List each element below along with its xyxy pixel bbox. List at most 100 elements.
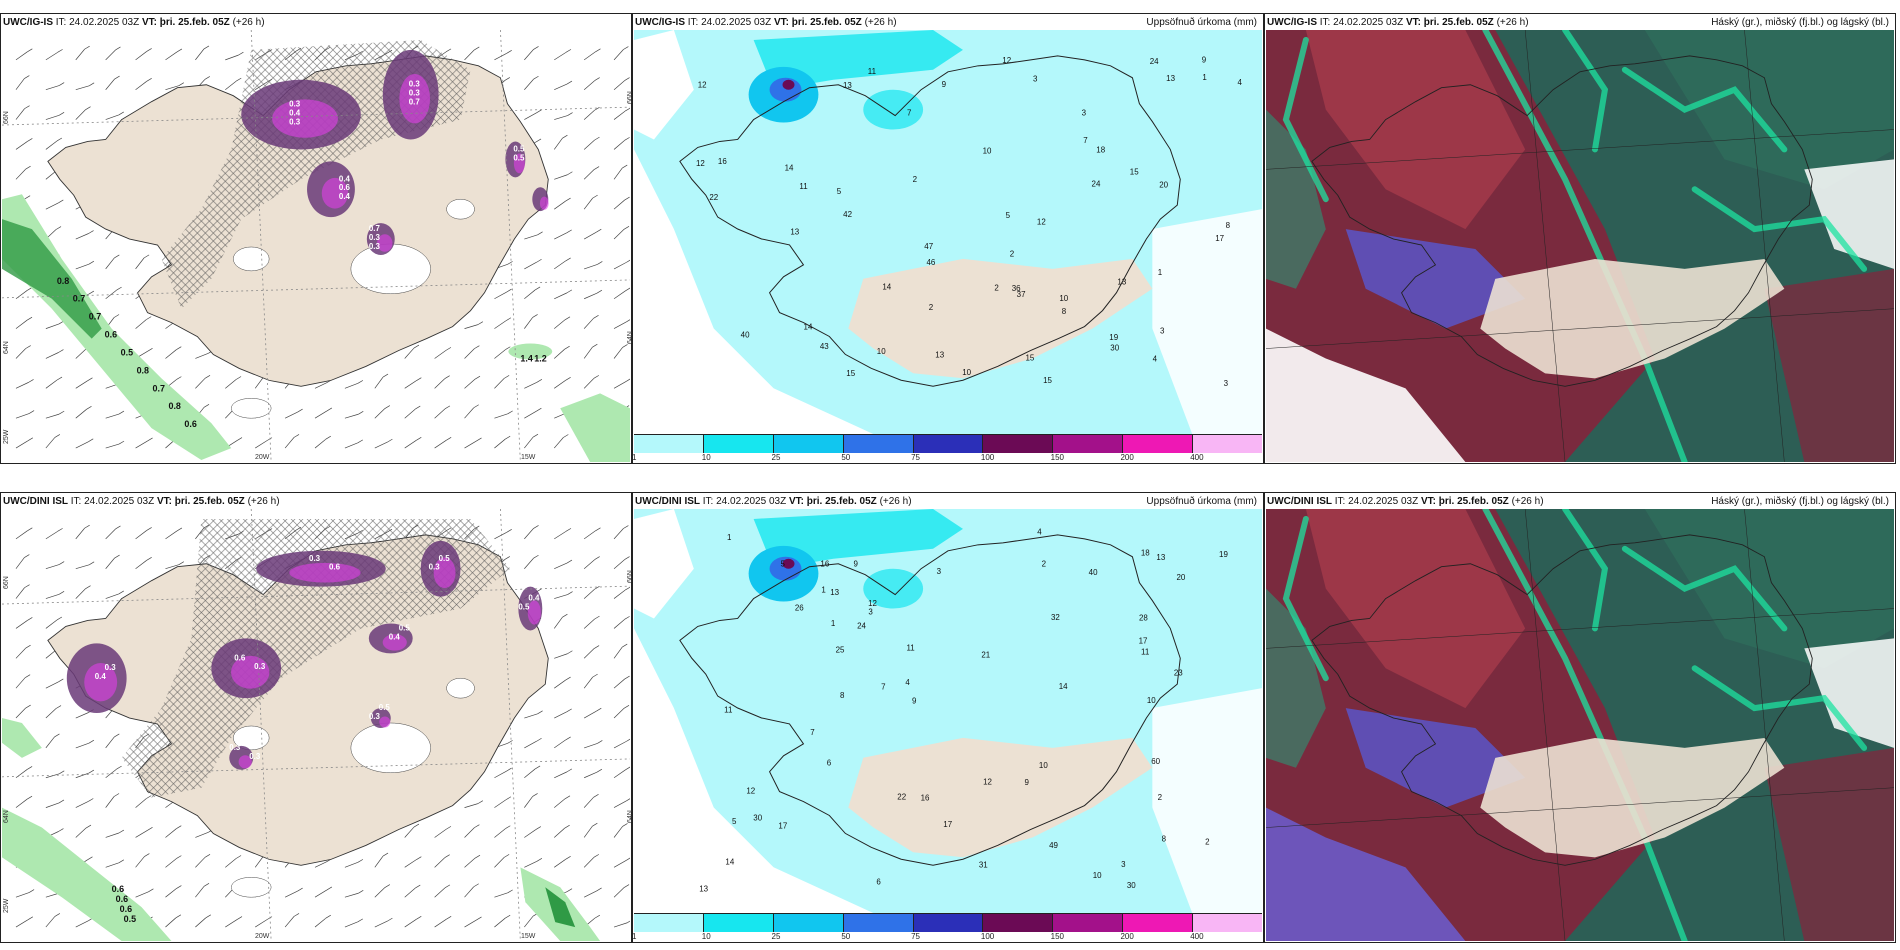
- wind-barb: [45, 349, 64, 359]
- wind-barb: [524, 258, 542, 270]
- value-label: 19: [1219, 550, 1228, 559]
- value-label: 0.3: [429, 563, 441, 572]
- wind-barb: [583, 228, 602, 240]
- value-label: 5: [732, 817, 737, 826]
- colorbar-tick: 400: [1190, 932, 1204, 941]
- it-value: 24.02.2025 03Z: [69, 17, 140, 28]
- panel-header: UWC/IG-IS IT: 24.02.2025 03Z VT: þri. 25…: [3, 17, 627, 28]
- value-label: 8: [1226, 221, 1231, 230]
- wind-barb: [494, 529, 512, 540]
- lead-time: (+26 h): [864, 17, 897, 28]
- wind-barb: [494, 889, 513, 898]
- value-label: 0.4: [339, 192, 351, 201]
- map-panel-precip-dini-isl: UWC/DINI ISL IT: 24.02.2025 03Z VT: þri.…: [627, 492, 1264, 943]
- wind-barb: [75, 798, 94, 808]
- value-label: 3: [937, 567, 942, 576]
- lat-label-upper: 66N: [3, 111, 10, 124]
- value-label: 1.4: [520, 353, 532, 363]
- value-label: 3: [1160, 326, 1165, 335]
- colorbar-ticks: 1 10 25 50 75 100 150 200 400: [632, 453, 1262, 463]
- wind-barb: [434, 916, 452, 928]
- wind-barb: [434, 826, 452, 838]
- wind-barb: [165, 527, 183, 540]
- wind-barb: [15, 704, 31, 719]
- wind-barb: [494, 346, 511, 359]
- value-label: 2: [994, 283, 999, 292]
- value-label: 12: [696, 159, 705, 168]
- value-label: 0.3: [369, 712, 381, 721]
- value-label: 18: [1096, 145, 1105, 154]
- colorbar-segment: [1193, 435, 1263, 453]
- wind-barb: [15, 795, 33, 808]
- wind-barb: [284, 434, 300, 449]
- lead-time: (+26 h): [879, 496, 912, 507]
- value-label: 60: [1151, 757, 1160, 766]
- wind-barb: [464, 824, 480, 838]
- wind-barb: [613, 798, 630, 808]
- value-label: 0.8: [168, 401, 180, 411]
- wind-barb: [554, 528, 572, 540]
- wind-barb: [75, 377, 93, 389]
- wind-barb: [584, 740, 603, 749]
- value-label: 15: [1025, 353, 1034, 362]
- colorbar-tick: 100: [980, 453, 995, 462]
- colorbar-tick: 200: [1120, 453, 1134, 462]
- white-patches: [231, 198, 475, 419]
- graticule: [1266, 30, 1894, 462]
- wind-barb: [554, 229, 572, 240]
- wind-barb: [344, 918, 364, 928]
- panel-title: Háský (gr.), miðský (fj.bl.) og lágský (…: [1711, 17, 1889, 28]
- wind-barb: [75, 106, 91, 120]
- wind-barb: [554, 676, 571, 689]
- value-label: 12: [698, 81, 707, 90]
- wind-barb: [583, 48, 601, 61]
- value-label: 3: [1033, 75, 1038, 84]
- value-label: 24: [1150, 57, 1159, 66]
- value-label: 40: [1089, 568, 1098, 577]
- panel-header: UWC/IG-IS IT: 24.02.2025 03Z VT: þri. 25…: [1267, 17, 1891, 28]
- value-label: 10: [962, 368, 971, 377]
- wind-barb: [45, 137, 63, 150]
- value-label: 26: [795, 604, 804, 613]
- map-clouds-svg: [1266, 30, 1894, 462]
- wind-barb: [583, 854, 600, 868]
- wind-barb: [494, 288, 512, 300]
- map-panel-precip-ig-is: UWC/IG-IS IT: 24.02.2025 03Z VT: þri. 25…: [627, 13, 1264, 464]
- value-label: 49: [1049, 841, 1058, 850]
- wind-barb: [583, 343, 598, 359]
- wind-barb: [374, 852, 389, 868]
- value-label: 1.2: [534, 353, 546, 363]
- wind-barb: [434, 854, 450, 868]
- wind-barb: [524, 433, 539, 449]
- colorbar-segment: [1123, 435, 1194, 453]
- value-label: 13: [1166, 74, 1175, 83]
- value-label: 16: [718, 157, 727, 166]
- colorbar-segment: [913, 435, 984, 453]
- value-label: 0.6: [339, 183, 351, 192]
- colorbar-tick: 10: [701, 453, 711, 462]
- wind-barb: [15, 437, 34, 449]
- value-label: 9: [912, 696, 917, 705]
- wind-barb: [344, 889, 364, 898]
- value-label: 7: [1083, 136, 1088, 145]
- value-label: 21: [981, 650, 990, 659]
- colorbar-tick: 50: [841, 453, 851, 462]
- wind-barb: [524, 286, 541, 300]
- vt-value: þri. 25.feb. 05Z: [791, 17, 862, 28]
- wind-barb: [135, 827, 153, 838]
- value-label: 43: [820, 342, 829, 351]
- value-label: 10: [1147, 696, 1156, 705]
- wind-barb: [524, 109, 542, 120]
- value-label: 7: [881, 683, 886, 692]
- wind-barb: [584, 261, 603, 270]
- value-label: 0.5: [121, 347, 133, 357]
- wind-barb: [583, 166, 600, 180]
- clear-sky-area: [1480, 258, 1785, 379]
- wind-barb: [613, 920, 630, 928]
- value-label: 5: [1006, 211, 1011, 220]
- lat-label-mid: 64N: [3, 341, 10, 354]
- wind-barb: [583, 822, 598, 838]
- panel-title: Uppsöfnuð úrkoma (mm): [1146, 496, 1257, 507]
- wind-barb: [554, 377, 571, 389]
- value-label: 20: [1176, 573, 1185, 582]
